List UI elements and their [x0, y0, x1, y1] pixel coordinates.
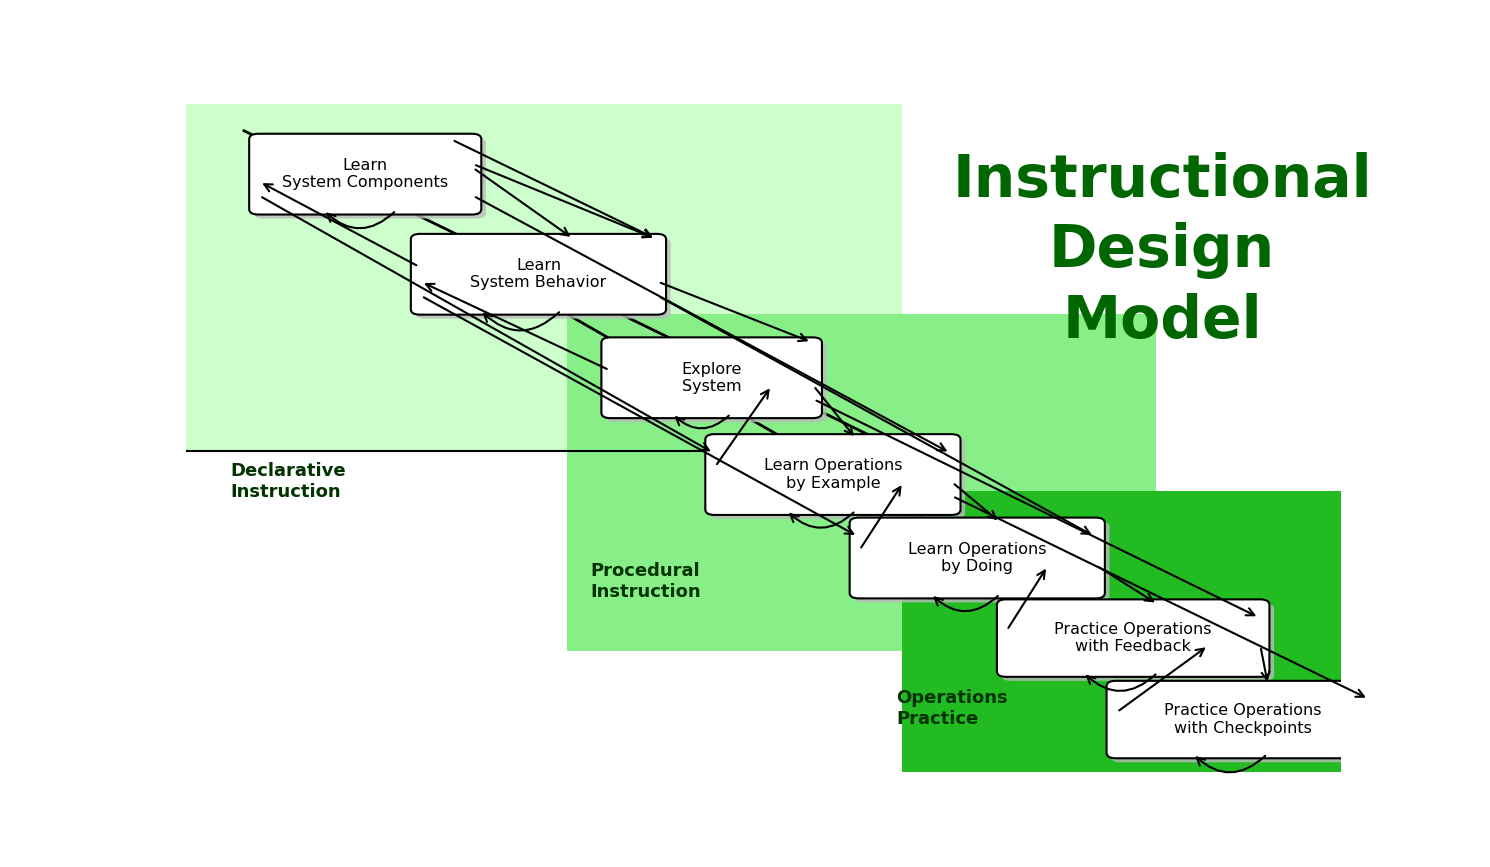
Text: Learn Operations
by Doing: Learn Operations by Doing	[907, 542, 1046, 574]
FancyBboxPatch shape	[1107, 681, 1380, 759]
Text: Learn
System Behavior: Learn System Behavior	[471, 258, 606, 290]
FancyBboxPatch shape	[1112, 685, 1384, 762]
Text: Operations
Practice: Operations Practice	[897, 688, 1009, 727]
FancyBboxPatch shape	[849, 518, 1106, 598]
Polygon shape	[903, 492, 1341, 772]
Text: Practice Operations
with Checkpoints: Practice Operations with Checkpoints	[1164, 703, 1322, 736]
FancyBboxPatch shape	[854, 522, 1110, 603]
Text: Learn Operations
by Example: Learn Operations by Example	[764, 459, 901, 491]
FancyBboxPatch shape	[249, 134, 481, 214]
FancyBboxPatch shape	[606, 342, 827, 422]
FancyBboxPatch shape	[705, 434, 961, 515]
FancyBboxPatch shape	[416, 238, 670, 319]
Text: Instructional
Design
Model: Instructional Design Model	[952, 152, 1372, 350]
Polygon shape	[568, 315, 1156, 651]
FancyBboxPatch shape	[1001, 603, 1274, 681]
FancyBboxPatch shape	[602, 337, 822, 418]
Text: Declarative
Instruction: Declarative Instruction	[229, 462, 346, 500]
FancyBboxPatch shape	[709, 438, 966, 519]
Text: Learn
System Components: Learn System Components	[282, 158, 448, 191]
Text: Procedural
Instruction: Procedural Instruction	[590, 562, 700, 601]
Text: Practice Operations
with Feedback: Practice Operations with Feedback	[1055, 622, 1211, 655]
Polygon shape	[186, 104, 903, 451]
FancyBboxPatch shape	[997, 599, 1269, 677]
FancyBboxPatch shape	[411, 234, 666, 315]
FancyBboxPatch shape	[253, 138, 486, 218]
Text: Explore
System: Explore System	[681, 362, 742, 394]
